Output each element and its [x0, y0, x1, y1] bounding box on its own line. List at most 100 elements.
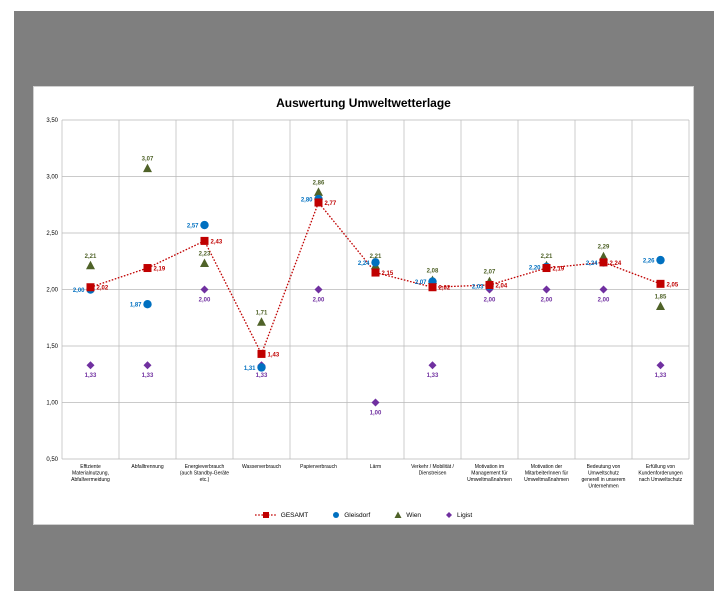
legend-swatch [254, 512, 277, 518]
legend-item: Ligist [445, 511, 472, 519]
legend-item: GESAMT [254, 511, 309, 519]
data-label: 1,33 [142, 373, 154, 379]
data-point-diamond [143, 361, 152, 370]
x-category-label: Wasserverbrauch [242, 464, 281, 470]
data-point-square [542, 264, 551, 273]
data-point-triangle [599, 251, 608, 261]
data-point-triangle [257, 317, 266, 326]
data-point-square [314, 198, 323, 207]
x-category-label: Bedeutung von Umweltschutz generell in uns… [582, 464, 626, 490]
data-point-square [143, 264, 152, 273]
data-label: 2,00 [73, 288, 85, 294]
x-category-label: Erfüllung von Kundenforderungen nach Umwel… [638, 464, 682, 483]
data-point-diamond [200, 285, 209, 294]
x-category-label: Motivation der MitarbeiterInnen für Umwelt… [524, 464, 569, 483]
x-category-label: Papierverbrauch [300, 464, 337, 470]
data-label: 2,24 [586, 261, 598, 267]
data-point-square [428, 283, 437, 292]
data-label: 2,57 [187, 224, 199, 230]
data-label: 1,00 [370, 411, 382, 417]
data-label: 2,86 [313, 180, 325, 186]
y-tick-label: 2,50 [46, 231, 58, 237]
y-tick-label: 0,50 [46, 457, 58, 463]
data-label: 2,02 [439, 286, 451, 292]
data-label: 1,33 [256, 373, 268, 379]
data-point-circle [656, 255, 665, 265]
data-label: 2,04 [496, 283, 508, 289]
data-label: 2,26 [643, 259, 655, 265]
data-label: 2,00 [484, 298, 496, 304]
data-point-diamond [86, 361, 95, 370]
data-point-circle [200, 220, 209, 230]
data-point-triangle [656, 301, 665, 310]
data-label: 2,00 [199, 298, 211, 304]
data-label: 2,20 [529, 265, 541, 271]
chart-legend: GESAMT Gleisdorf Wien Ligist [34, 511, 693, 519]
data-point-circle [257, 363, 266, 372]
data-label: 2,24 [358, 261, 370, 267]
data-label: 1,87 [130, 303, 142, 309]
x-category-label: Motivation im Management für Umweltmaßnahm… [467, 464, 512, 483]
chart-title: Auswertung Umweltwetterlage [276, 96, 451, 110]
y-tick-label: 3,50 [46, 118, 58, 124]
y-tick-label: 1,50 [46, 344, 58, 350]
data-label: 2,07 [415, 280, 427, 286]
data-label: 2,19 [553, 267, 565, 273]
x-category-label: Energieverbrauch (auch Standby-Geräte etc.… [180, 464, 229, 483]
data-point-triangle [314, 187, 323, 196]
data-label: 1,33 [85, 373, 97, 379]
data-label: 2,00 [313, 298, 325, 304]
data-point-square [599, 258, 608, 267]
data-label: 2,21 [85, 254, 97, 260]
data-point-diamond [656, 361, 665, 370]
chart-card: Auswertung Umweltwetterlage 0,50 1,00 1,50… [33, 86, 694, 525]
data-label: 2,21 [541, 254, 553, 260]
legend-swatch [333, 512, 340, 518]
data-label: 2,29 [598, 245, 610, 251]
data-label: 1,33 [427, 373, 439, 379]
data-label: 1,85 [655, 294, 667, 300]
data-label: 2,77 [325, 201, 337, 207]
data-point-square [371, 268, 380, 277]
data-point-triangle [200, 258, 209, 268]
data-label: 2,03 [472, 285, 484, 291]
data-point-square [485, 280, 494, 289]
data-point-diamond [314, 285, 323, 294]
data-point-square [86, 283, 95, 292]
legend-item: Wien [394, 511, 421, 519]
y-tick-label: 1,00 [46, 401, 58, 407]
data-label: 2,02 [97, 286, 109, 292]
data-label: 2,07 [484, 270, 496, 276]
data-label: 2,21 [370, 254, 382, 260]
legend-swatch [394, 511, 402, 518]
data-point-diamond [428, 361, 437, 370]
data-label: 1,33 [655, 373, 667, 379]
x-category-label: Effiziente Materialnutzung, Abfallvermeidu… [71, 464, 110, 483]
data-point-square [257, 349, 266, 358]
data-label: 2,24 [610, 261, 622, 267]
data-point-diamond [542, 285, 551, 294]
data-label: 3,07 [142, 157, 154, 163]
data-label: 2,23 [199, 252, 211, 258]
legend-label: Ligist [457, 511, 473, 519]
data-label: 2,05 [667, 282, 679, 288]
x-category-label: Verkehr / Mobilität / Dienstreisen [411, 464, 454, 477]
x-category-label: Lärm [370, 464, 381, 470]
legend-swatch [446, 512, 453, 518]
data-label: 2,80 [301, 198, 313, 204]
x-category-label: Abfalltrennung [131, 464, 163, 470]
legend-label: GESAMT [280, 511, 309, 519]
data-label: 1,71 [256, 310, 268, 316]
data-label: 2,43 [211, 239, 223, 245]
data-label: 2,08 [427, 268, 439, 274]
data-point-diamond [371, 398, 380, 407]
data-label: 1,31 [244, 366, 256, 372]
chart-plot: 0,50 1,00 1,50 2,00 2,50 3,00 3,50 Effiziente Ma… [46, 118, 690, 490]
y-tick-label: 3,00 [46, 175, 58, 181]
data-point-square [200, 236, 209, 245]
data-label: 1,43 [268, 352, 280, 358]
data-label: 2,00 [598, 298, 610, 304]
y-tick-label: 2,00 [46, 288, 58, 294]
data-label: 2,19 [154, 267, 166, 273]
data-point-triangle [143, 163, 152, 173]
